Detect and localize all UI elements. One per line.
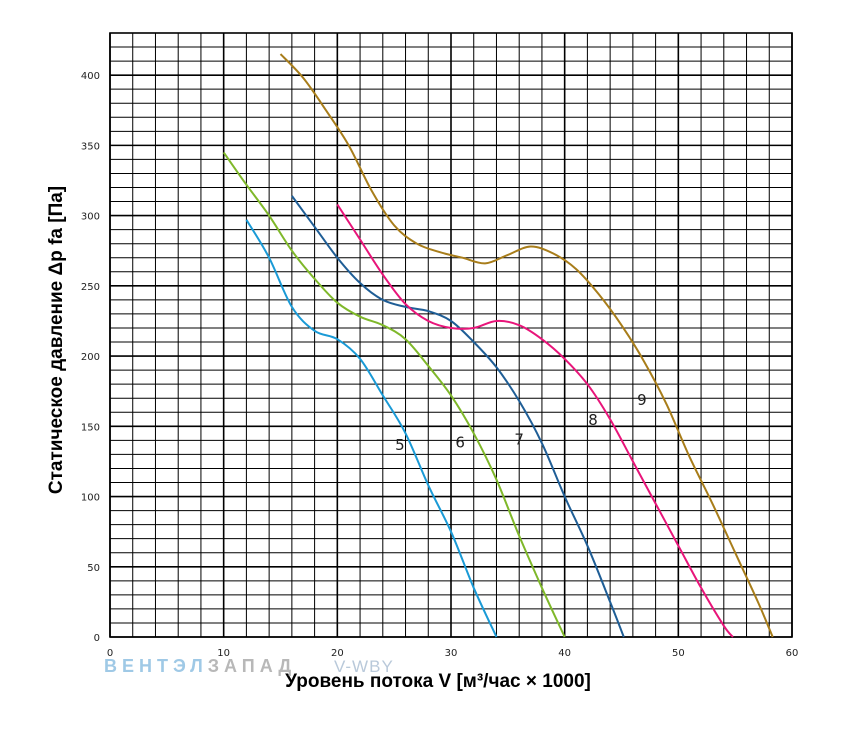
y-tick-label: 300	[81, 212, 100, 223]
chart-grid	[109, 32, 793, 638]
brand-part-b: ЗАПАД	[207, 656, 297, 676]
y-axis-title: Статическое давление Δp fa [Па]	[46, 186, 67, 494]
y-tick-label: 400	[81, 71, 100, 82]
chart-curves	[222, 53, 774, 638]
product-watermark: V-WBY	[334, 657, 394, 676]
curve-label-8: 8	[588, 411, 598, 429]
curve-7	[291, 195, 625, 638]
curve-label-7: 7	[514, 431, 524, 449]
y-tick-label: 250	[81, 282, 100, 293]
brand-watermark: ВЕНТЭЛЗАПАД	[104, 656, 296, 677]
x-tick-label: 30	[445, 648, 458, 659]
y-tick-label: 0	[94, 633, 100, 644]
x-tick-label: 50	[672, 648, 685, 659]
plot-frame	[109, 32, 793, 638]
y-tick-label: 150	[81, 422, 100, 433]
curve-5	[245, 219, 498, 638]
chart-ticks: 0 10 20 30 40 50 60 0 50 100 150 200 250 300 350 400	[81, 71, 798, 659]
curve-8	[336, 203, 734, 638]
x-tick-label: 10	[217, 648, 230, 659]
curve-9	[279, 53, 774, 638]
curve-labels: 5 6 7 8 9	[395, 391, 647, 454]
y-tick-label: 200	[81, 352, 100, 363]
y-tick-label: 50	[87, 563, 100, 574]
x-tick-label: 60	[786, 648, 799, 659]
brand-part-a: ВЕНТЭЛ	[104, 656, 208, 676]
x-tick-label: 20	[331, 648, 344, 659]
x-tick-label: 0	[107, 648, 113, 659]
curve-label-9: 9	[637, 391, 647, 409]
y-tick-label: 350	[81, 141, 100, 152]
x-axis-title: Уровень потока V [м³/час × 1000]	[285, 671, 591, 692]
y-tick-label: 100	[81, 493, 100, 504]
curve-label-5: 5	[395, 436, 405, 454]
x-tick-label: 40	[558, 648, 571, 659]
curve-label-6: 6	[455, 433, 465, 451]
curve-6	[222, 151, 566, 638]
